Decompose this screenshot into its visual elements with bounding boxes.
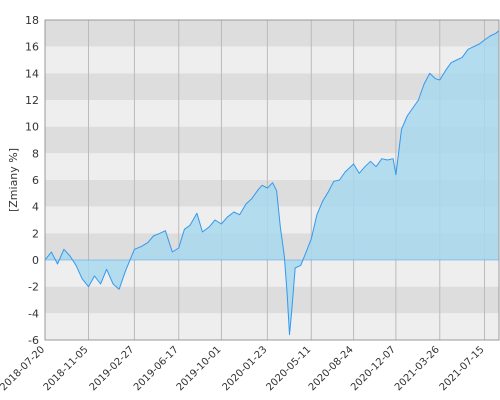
plot-frame [44,19,500,341]
y-tick-label: -2 [28,281,39,294]
x-tick-label: 2020-01-23 [221,344,270,393]
y-tick-label: 0 [32,254,39,267]
background-band [45,46,499,74]
y-tick-label: 14 [25,67,39,80]
y-axis-label: [Zmiany %] [7,148,20,212]
y-tick-label: 4 [32,201,39,214]
x-tick-label: 2021-03-26 [393,344,442,393]
x-axis-ticks: 2018-07-202018-11-052019-02-272019-06-17… [0,344,487,393]
y-axis-ticks: -6 -4 -2 0 2 4 6 8 10 12 14 16 18 [25,14,39,347]
x-tick-label: 2020-12-07 [349,344,398,393]
y-tick-label: 2 [32,227,39,240]
background-band [45,20,499,47]
x-tick-label: 2018-07-20 [0,344,47,393]
y-tick-label: -6 [28,334,39,347]
x-tick-label: 2021-07-15 [438,344,487,393]
y-tick-label: 10 [25,121,39,134]
y-tick-label: 6 [32,174,39,187]
x-tick-label: 2019-06-17 [132,344,181,393]
series-area-fill [45,30,499,335]
y-tick-label: 16 [25,41,39,54]
background-band [45,286,499,314]
y-tick-label: 8 [32,147,39,160]
x-tick-label: 2018-11-05 [42,344,91,393]
x-tick-label: 2019-10-01 [175,344,224,393]
x-tick-label: 2019-02-27 [88,344,137,393]
background-band [45,313,499,340]
y-tick-label: -4 [28,307,39,320]
y-tick-label: 18 [25,14,39,27]
y-tick-label: 12 [25,94,39,107]
